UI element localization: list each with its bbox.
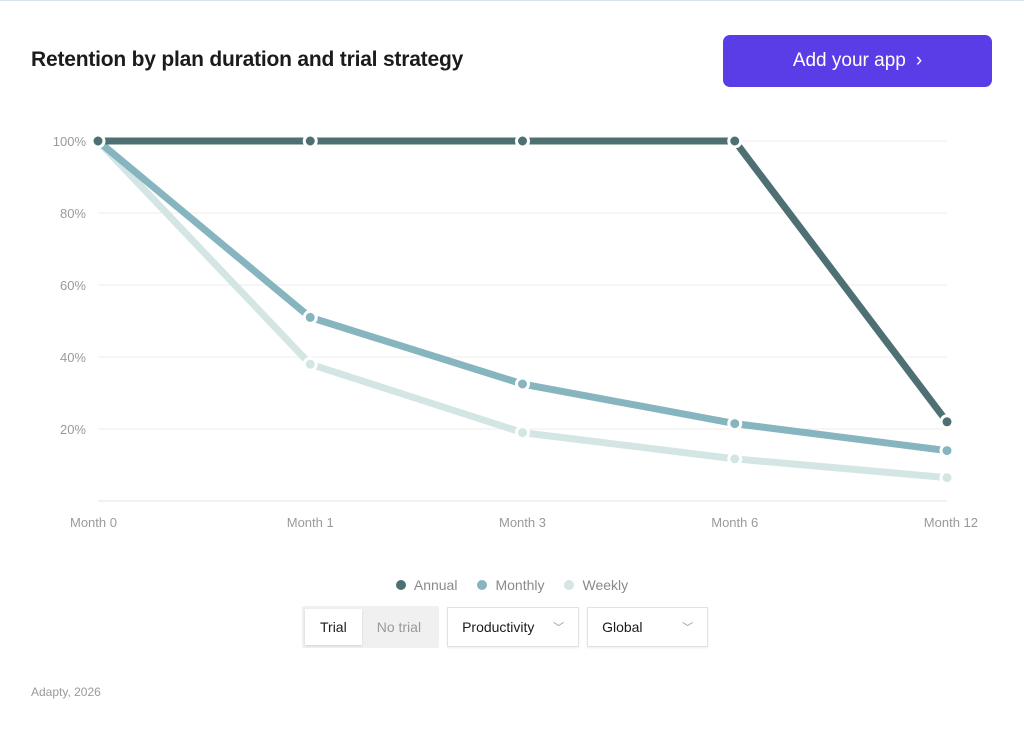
filter-controls: Trial No trial Productivity ﹀ Global ﹀	[302, 606, 709, 648]
add-your-app-label: Add your app	[792, 50, 906, 71]
data-point-weekly	[939, 470, 955, 486]
y-tick-label: 80%	[60, 206, 86, 221]
chart-legend: Annual Monthly Weekly	[0, 577, 1024, 593]
data-point-monthly	[727, 416, 743, 432]
x-tick-label: Month 3	[499, 515, 546, 530]
page-title: Retention by plan duration and trial str…	[31, 48, 464, 71]
chevron-down-icon: ﹀	[682, 622, 694, 634]
data-point-annual	[90, 133, 106, 149]
source-credit: Adapty, 2026	[31, 685, 101, 699]
series-line-monthly	[95, 138, 948, 455]
legend-dot-icon	[564, 580, 575, 590]
legend-item-weekly[interactable]: Weekly	[564, 577, 628, 593]
x-tick-label: Month 6	[711, 515, 758, 530]
category-value: Productivity	[462, 619, 535, 635]
x-tick-label: Month 1	[287, 515, 334, 530]
chevron-right-icon: ›	[915, 50, 923, 71]
legend-dot-icon	[477, 580, 488, 590]
data-point-annual	[939, 414, 955, 430]
category-dropdown[interactable]: Productivity ﹀	[447, 607, 580, 647]
trial-option-no-trial[interactable]: No trial	[376, 619, 422, 635]
legend-label: Weekly	[582, 577, 629, 593]
data-point-monthly	[515, 376, 530, 392]
y-tick-label: 20%	[60, 422, 86, 437]
region-dropdown[interactable]: Global ﹀	[587, 607, 709, 647]
y-tick-label: 100%	[53, 134, 87, 149]
data-point-monthly	[939, 443, 955, 459]
y-tick-label: 40%	[60, 350, 86, 365]
legend-item-monthly[interactable]: Monthly	[477, 577, 544, 593]
data-point-weekly	[727, 451, 743, 467]
legend-label: Annual	[413, 577, 458, 593]
region-value: Global	[602, 619, 643, 635]
data-point-monthly	[302, 309, 318, 325]
trial-option-trial[interactable]: Trial	[305, 609, 362, 645]
trial-toggle: Trial No trial	[302, 606, 440, 648]
x-tick-label: Month 0	[70, 515, 117, 530]
data-point-annual	[727, 133, 743, 149]
data-point-weekly	[515, 425, 530, 441]
top-divider	[0, 0, 1024, 1]
legend-item-annual[interactable]: Annual	[395, 577, 458, 593]
data-point-annual	[515, 133, 530, 149]
data-point-annual	[302, 133, 318, 149]
retention-line-chart: 20% 40% 60% 80% 100% Month 0 Month 1 Month 3 Mon…	[53, 133, 978, 530]
x-tick-label: Month 12	[924, 515, 978, 530]
y-tick-label: 60%	[60, 278, 86, 293]
add-your-app-button[interactable]: Add your app ›	[723, 35, 992, 87]
legend-dot-icon	[395, 580, 406, 590]
legend-label: Monthly	[495, 577, 545, 593]
data-point-weekly	[302, 356, 318, 372]
chevron-down-icon: ﹀	[553, 622, 565, 634]
